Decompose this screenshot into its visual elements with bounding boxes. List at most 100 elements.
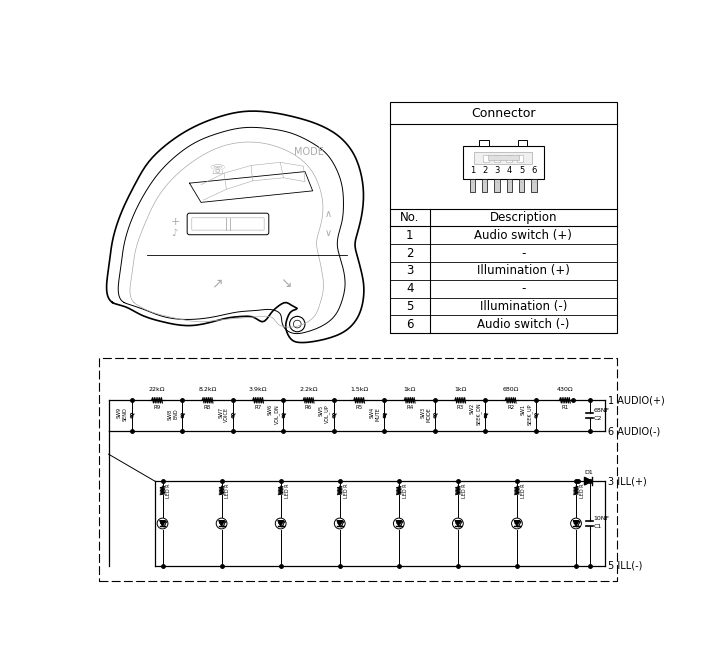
Text: No.: No.	[400, 211, 419, 224]
Text: R5: R5	[355, 405, 362, 410]
Text: R6: R6	[305, 405, 312, 410]
Bar	[507, 179, 512, 193]
Text: LED R: LED R	[226, 483, 231, 498]
Text: R7: R7	[254, 405, 261, 410]
Text: SW8
END: SW8 END	[168, 409, 179, 420]
Text: 430Ω: 430Ω	[557, 387, 573, 392]
Text: 2: 2	[482, 166, 487, 176]
FancyBboxPatch shape	[192, 218, 264, 230]
Text: SW2
SEEK_DN: SW2 SEEK_DN	[470, 403, 482, 426]
Text: SW9
SEND: SW9 SEND	[117, 407, 128, 421]
Text: Illumination (-): Illumination (-)	[479, 300, 567, 313]
Bar	[100, 358, 617, 581]
Bar	[518, 140, 527, 147]
Text: -: -	[521, 247, 526, 259]
Text: 6: 6	[531, 166, 537, 176]
Text: ∧: ∧	[325, 209, 332, 219]
Bar	[482, 179, 487, 193]
Text: 3.9kΩ: 3.9kΩ	[249, 387, 267, 392]
Text: 3 ILL(+): 3 ILL(+)	[608, 476, 647, 486]
Text: R4: R4	[406, 405, 414, 410]
Polygon shape	[573, 521, 579, 527]
Text: R2: R2	[507, 405, 515, 410]
FancyBboxPatch shape	[187, 213, 268, 235]
Text: 1kΩ: 1kΩ	[454, 387, 466, 392]
Text: MODE: MODE	[294, 147, 324, 157]
Bar	[479, 140, 489, 147]
Text: C2: C2	[594, 416, 602, 422]
Text: 2.2kΩ: 2.2kΩ	[299, 387, 318, 392]
Bar	[506, 154, 512, 162]
Text: LED R: LED R	[580, 483, 585, 498]
Bar	[475, 152, 532, 164]
Text: 1: 1	[470, 166, 475, 176]
Bar	[483, 154, 489, 162]
Bar	[488, 156, 519, 160]
Text: 6 AUDIO(-): 6 AUDIO(-)	[608, 426, 660, 436]
Text: +: +	[171, 216, 180, 226]
Text: SW4
MUTE: SW4 MUTE	[369, 407, 381, 421]
Text: C1: C1	[594, 524, 602, 529]
Text: 5: 5	[406, 300, 414, 313]
Text: 2: 2	[406, 247, 414, 259]
Bar	[390, 102, 617, 333]
Text: R1: R1	[562, 405, 569, 410]
Text: Connector: Connector	[471, 106, 536, 119]
Text: Audio switch (-): Audio switch (-)	[477, 318, 569, 331]
Text: SW6
VOL_DN: SW6 VOL_DN	[268, 405, 280, 424]
Bar	[494, 179, 500, 193]
Text: 1: 1	[406, 229, 414, 242]
Text: 6: 6	[406, 318, 414, 331]
Text: 1.5kΩ: 1.5kΩ	[350, 387, 368, 392]
Bar	[470, 179, 475, 193]
Text: 68NF: 68NF	[594, 409, 610, 413]
Text: 22kΩ: 22kΩ	[149, 387, 165, 392]
Text: 4: 4	[406, 282, 414, 295]
Text: SW1
SEEK_UP: SW1 SEEK_UP	[521, 403, 532, 425]
Text: SW3
MODE: SW3 MODE	[421, 407, 431, 422]
Text: ♪: ♪	[171, 228, 177, 238]
Polygon shape	[219, 521, 224, 527]
Text: Description: Description	[489, 211, 557, 224]
Polygon shape	[455, 521, 461, 527]
Text: 1kΩ: 1kΩ	[404, 387, 416, 392]
Text: SW5
VOL_UP: SW5 VOL_UP	[318, 405, 330, 424]
Text: 3: 3	[494, 166, 500, 176]
Bar	[519, 179, 524, 193]
Text: ↘: ↘	[280, 277, 292, 290]
Text: 5 ILL(-): 5 ILL(-)	[608, 561, 643, 571]
Polygon shape	[278, 521, 284, 527]
Text: 5: 5	[519, 166, 524, 176]
Text: LED R: LED R	[343, 483, 348, 498]
Text: 680Ω: 680Ω	[503, 387, 519, 392]
Text: ∨: ∨	[325, 228, 332, 238]
Text: D1: D1	[584, 470, 593, 475]
Text: ☏: ☏	[209, 164, 224, 177]
Text: 8.2kΩ: 8.2kΩ	[198, 387, 217, 392]
Text: LED R: LED R	[521, 483, 526, 498]
Text: 3: 3	[406, 265, 414, 277]
Text: -: -	[521, 282, 526, 295]
Text: LED R: LED R	[402, 483, 408, 498]
Text: ↗: ↗	[210, 277, 222, 290]
Polygon shape	[160, 521, 165, 527]
Bar	[531, 179, 537, 193]
Polygon shape	[585, 477, 592, 485]
Polygon shape	[396, 521, 402, 527]
Text: LED R: LED R	[166, 483, 171, 498]
Bar	[463, 147, 544, 179]
Text: R8: R8	[204, 405, 211, 410]
Text: R9: R9	[154, 405, 161, 410]
Text: 1 AUDIO(+): 1 AUDIO(+)	[608, 395, 665, 405]
Text: LED R: LED R	[285, 483, 290, 498]
Text: Audio switch (+): Audio switch (+)	[475, 229, 572, 242]
Text: Illumination (+): Illumination (+)	[477, 265, 570, 277]
Polygon shape	[336, 521, 343, 527]
Text: 4: 4	[507, 166, 512, 176]
Text: LED R: LED R	[462, 483, 467, 498]
Text: R3: R3	[456, 405, 464, 410]
Bar	[517, 154, 523, 162]
Bar	[494, 154, 501, 162]
Polygon shape	[514, 521, 520, 527]
Text: SW7
VOICE: SW7 VOICE	[218, 407, 229, 422]
